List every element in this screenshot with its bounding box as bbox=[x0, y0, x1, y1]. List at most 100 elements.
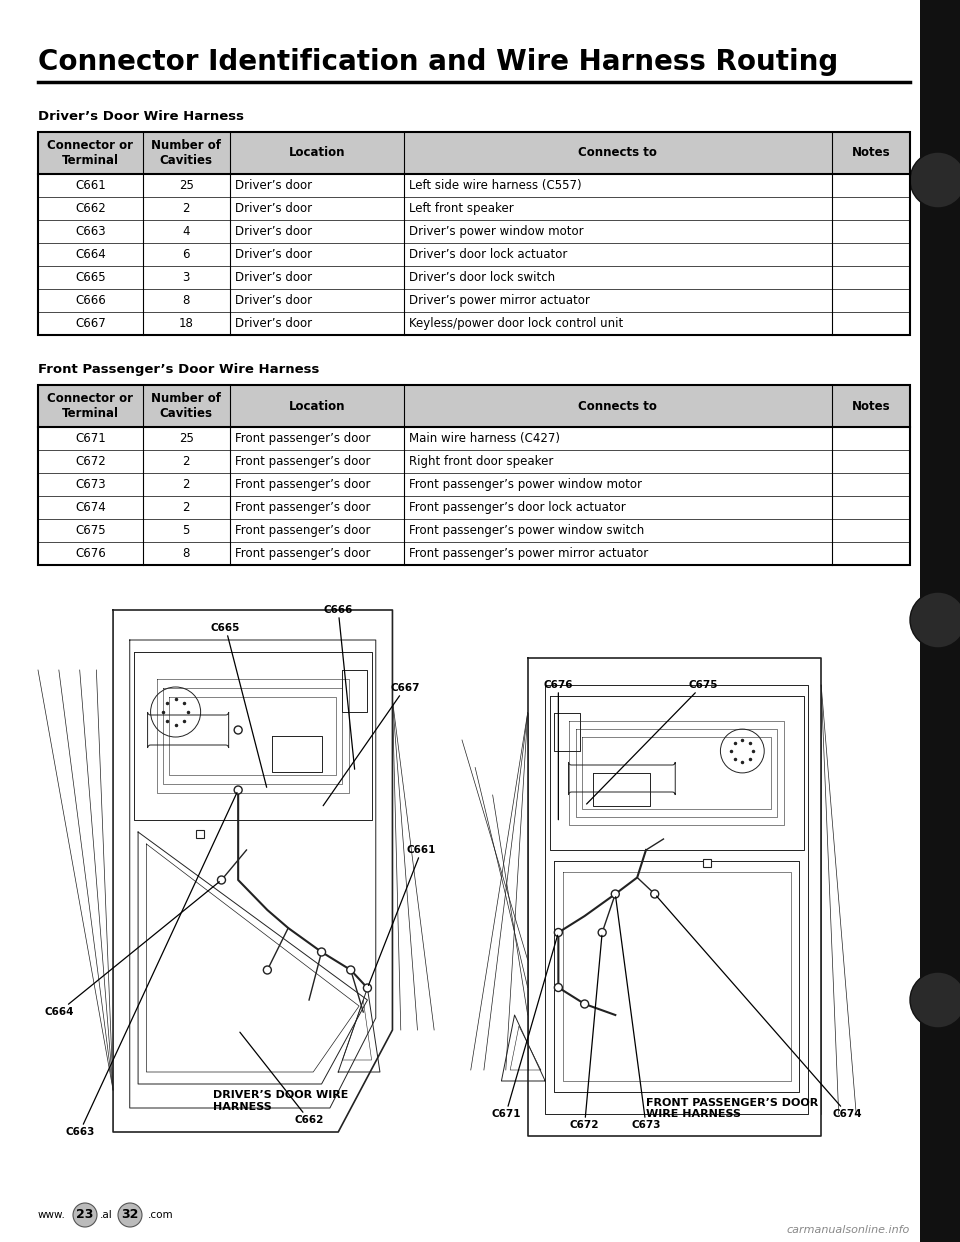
Circle shape bbox=[347, 966, 355, 974]
Text: Front passenger’s door: Front passenger’s door bbox=[235, 432, 371, 445]
Text: Driver’s door: Driver’s door bbox=[235, 317, 312, 330]
Bar bbox=[703, 858, 711, 867]
Text: Driver’s door: Driver’s door bbox=[235, 179, 312, 193]
Text: Front passenger’s door: Front passenger’s door bbox=[235, 501, 371, 514]
Circle shape bbox=[612, 891, 619, 898]
Text: 6: 6 bbox=[182, 248, 190, 261]
Text: Driver’s door: Driver’s door bbox=[235, 225, 312, 238]
Text: Front passenger’s power mirror actuator: Front passenger’s power mirror actuator bbox=[409, 546, 649, 560]
Text: C662: C662 bbox=[75, 202, 106, 215]
Circle shape bbox=[910, 972, 960, 1028]
Text: C661: C661 bbox=[75, 179, 106, 193]
Text: FRONT PASSENGER’S DOOR
WIRE HARNESS: FRONT PASSENGER’S DOOR WIRE HARNESS bbox=[646, 1098, 818, 1119]
Text: 5: 5 bbox=[182, 524, 190, 537]
Circle shape bbox=[651, 891, 659, 898]
Text: 3: 3 bbox=[182, 271, 190, 284]
Text: C666: C666 bbox=[324, 605, 354, 769]
Text: C663: C663 bbox=[75, 225, 106, 238]
Text: Front passenger’s door: Front passenger’s door bbox=[235, 524, 371, 537]
Text: C674: C674 bbox=[75, 501, 106, 514]
Circle shape bbox=[598, 929, 606, 936]
Text: 23: 23 bbox=[76, 1208, 94, 1221]
Text: Location: Location bbox=[289, 147, 346, 159]
Text: Right front door speaker: Right front door speaker bbox=[409, 455, 554, 468]
Text: 25: 25 bbox=[179, 179, 194, 193]
Text: .al: .al bbox=[100, 1210, 112, 1220]
Text: Front passenger’s door: Front passenger’s door bbox=[235, 546, 371, 560]
Text: C667: C667 bbox=[324, 683, 420, 806]
Text: Driver’s door: Driver’s door bbox=[235, 248, 312, 261]
Text: Connects to: Connects to bbox=[579, 147, 658, 159]
Circle shape bbox=[263, 966, 272, 974]
Text: 8: 8 bbox=[182, 546, 190, 560]
Text: Front passenger’s power window switch: Front passenger’s power window switch bbox=[409, 524, 644, 537]
Text: Number of
Cavities: Number of Cavities bbox=[152, 139, 221, 166]
Text: C665: C665 bbox=[211, 623, 267, 787]
Text: C676: C676 bbox=[543, 681, 573, 820]
Circle shape bbox=[910, 152, 960, 207]
Text: C664: C664 bbox=[44, 882, 219, 1017]
Text: C666: C666 bbox=[75, 294, 106, 307]
Bar bbox=[38, 132, 910, 174]
Text: Driver’s Door Wire Harness: Driver’s Door Wire Harness bbox=[38, 111, 244, 123]
Circle shape bbox=[581, 1000, 588, 1009]
Text: Front passenger’s door: Front passenger’s door bbox=[235, 455, 371, 468]
Text: C671: C671 bbox=[75, 432, 106, 445]
Circle shape bbox=[234, 727, 242, 734]
Text: C662: C662 bbox=[240, 1032, 324, 1125]
Bar bbox=[920, 0, 960, 1242]
Text: 25: 25 bbox=[179, 432, 194, 445]
Text: carmanualsonline.info: carmanualsonline.info bbox=[787, 1225, 910, 1235]
Text: .com: .com bbox=[148, 1210, 174, 1220]
Text: Driver’s door: Driver’s door bbox=[235, 294, 312, 307]
Text: Keyless/power door lock control unit: Keyless/power door lock control unit bbox=[409, 317, 623, 330]
Circle shape bbox=[910, 592, 960, 648]
Text: C664: C664 bbox=[75, 248, 106, 261]
Text: Driver’s door: Driver’s door bbox=[235, 271, 312, 284]
Bar bbox=[38, 385, 910, 565]
Text: Notes: Notes bbox=[852, 147, 890, 159]
Text: C671: C671 bbox=[492, 935, 558, 1119]
Text: C675: C675 bbox=[75, 524, 106, 537]
Text: Front passenger’s door lock actuator: Front passenger’s door lock actuator bbox=[409, 501, 626, 514]
Text: Driver’s power window motor: Driver’s power window motor bbox=[409, 225, 584, 238]
Text: C663: C663 bbox=[65, 792, 237, 1136]
Text: 2: 2 bbox=[182, 202, 190, 215]
Text: Driver’s door: Driver’s door bbox=[235, 202, 312, 215]
Circle shape bbox=[554, 984, 563, 991]
Circle shape bbox=[73, 1203, 97, 1227]
Circle shape bbox=[118, 1203, 142, 1227]
Circle shape bbox=[364, 984, 372, 992]
Bar bbox=[38, 385, 910, 427]
Circle shape bbox=[218, 876, 226, 884]
Circle shape bbox=[234, 786, 242, 794]
Text: 32: 32 bbox=[121, 1208, 138, 1221]
Text: C676: C676 bbox=[75, 546, 106, 560]
Text: Driver’s door lock actuator: Driver’s door lock actuator bbox=[409, 248, 567, 261]
Text: Main wire harness (C427): Main wire harness (C427) bbox=[409, 432, 561, 445]
Circle shape bbox=[554, 929, 563, 936]
Text: C667: C667 bbox=[75, 317, 106, 330]
Text: C673: C673 bbox=[75, 478, 106, 491]
Text: 8: 8 bbox=[182, 294, 190, 307]
Text: 2: 2 bbox=[182, 501, 190, 514]
Text: C675: C675 bbox=[587, 681, 718, 804]
Text: 2: 2 bbox=[182, 455, 190, 468]
Text: Driver’s door lock switch: Driver’s door lock switch bbox=[409, 271, 556, 284]
Text: Number of
Cavities: Number of Cavities bbox=[152, 392, 221, 420]
Text: C665: C665 bbox=[75, 271, 106, 284]
Text: C673: C673 bbox=[615, 897, 660, 1130]
Text: Front Passenger’s Door Wire Harness: Front Passenger’s Door Wire Harness bbox=[38, 363, 320, 376]
Text: Connects to: Connects to bbox=[579, 400, 658, 412]
Text: Location: Location bbox=[289, 400, 346, 412]
Text: Front passenger’s door: Front passenger’s door bbox=[235, 478, 371, 491]
Text: C674: C674 bbox=[657, 895, 862, 1119]
Text: C672: C672 bbox=[570, 935, 602, 1130]
Text: Left front speaker: Left front speaker bbox=[409, 202, 514, 215]
Text: 2: 2 bbox=[182, 478, 190, 491]
Text: 18: 18 bbox=[179, 317, 194, 330]
Text: Left side wire harness (C557): Left side wire harness (C557) bbox=[409, 179, 582, 193]
Bar bbox=[197, 830, 204, 838]
Text: Connector Identification and Wire Harness Routing: Connector Identification and Wire Harnes… bbox=[38, 48, 838, 76]
Circle shape bbox=[318, 948, 325, 956]
